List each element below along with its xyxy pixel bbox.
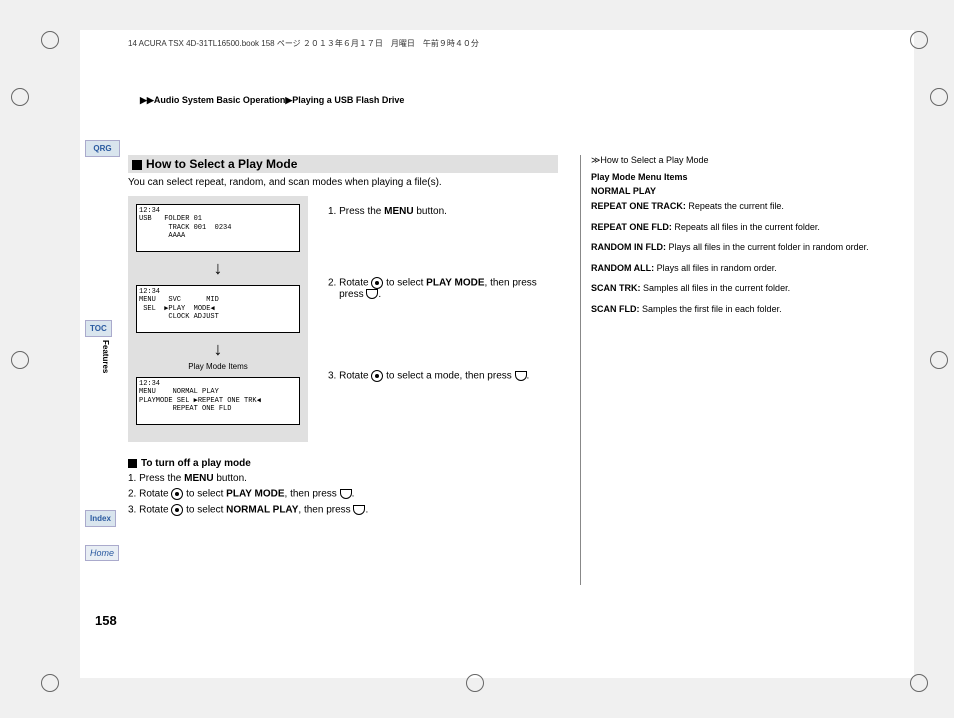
crop-mark-mr [924, 345, 954, 375]
right-ref: ≫How to Select a Play Mode [591, 155, 880, 166]
section-title: How to Select a Play Mode [128, 155, 558, 173]
rotate-dial-icon [171, 488, 183, 500]
step3-pre: 3. Rotate [328, 371, 371, 382]
t1-post: button. [214, 473, 247, 484]
right-item-label: REPEAT ONE FLD: [591, 222, 672, 232]
turnoff-step-3: 3. Rotate to select NORMAL PLAY, then pr… [128, 504, 558, 516]
turnoff-title: To turn off a play mode [128, 458, 558, 469]
right-item-text: Samples the first file in each folder. [640, 304, 782, 314]
t2-pre: 2. Rotate [128, 489, 171, 500]
lcd-screen-1: 12:34 USB FOLDER 01 TRACK 001 0234 AAAA [136, 204, 300, 252]
t3-end: . [365, 505, 368, 516]
crop-mark-tr2 [924, 82, 954, 112]
right-item: RANDOM ALL: Plays all files in random or… [591, 262, 880, 275]
crop-mark-tl [35, 25, 65, 55]
right-item-text: Plays all files in the current folder in… [666, 242, 869, 252]
step3-post: to select a mode, then press [383, 371, 514, 382]
t1-b: MENU [184, 473, 213, 484]
right-item-text: Plays all files in random order. [654, 263, 777, 273]
step1-bold: MENU [384, 206, 413, 217]
t2-mid: to select [183, 489, 226, 500]
main-section: How to Select a Play Mode You can select… [128, 155, 558, 516]
crop-mark-br [904, 668, 934, 698]
right-item-label: REPEAT ONE TRACK: [591, 201, 686, 211]
right-column: ≫How to Select a Play Mode Play Mode Men… [580, 155, 880, 585]
t2-end: . [352, 489, 355, 500]
push-icon [515, 371, 527, 381]
right-item: REPEAT ONE FLD: Repeats all files in the… [591, 221, 880, 234]
t3-post: , then press [298, 505, 353, 516]
arrow-down-icon: ↓ [132, 337, 304, 362]
section-title-text: How to Select a Play Mode [146, 157, 297, 171]
rotate-dial-icon [371, 370, 383, 382]
crop-mark-bc [460, 668, 490, 698]
rotate-dial-icon [171, 504, 183, 516]
push-icon [353, 505, 365, 515]
step2-pre: 2. Rotate [328, 278, 371, 289]
step-1: 1. Press the MENU button. [328, 206, 558, 217]
rotate-dial-icon [371, 277, 383, 289]
right-item-text: Samples all files in the current folder. [641, 283, 791, 293]
right-item-label: RANDOM IN FLD: [591, 242, 666, 252]
push-icon [366, 289, 378, 299]
t1-pre: 1. Press the [128, 473, 184, 484]
right-item-label: SCAN TRK: [591, 283, 641, 293]
step-3: 3. Rotate to select a mode, then press . [328, 370, 558, 382]
t2-post: , then press [285, 489, 340, 500]
right-item: SCAN FLD: Samples the first file in each… [591, 303, 880, 316]
sidebar-qrg[interactable]: QRG [85, 140, 120, 157]
step2-end: . [378, 289, 381, 300]
right-items-list: REPEAT ONE TRACK: Repeats the current fi… [591, 200, 880, 316]
turnoff-section: To turn off a play mode 1. Press the MEN… [128, 458, 558, 516]
right-normal: NORMAL PLAY [591, 186, 880, 196]
t3-mid: to select [183, 505, 226, 516]
sidebar-toc[interactable]: TOC [85, 320, 112, 337]
turnoff-step-1: 1. Press the MENU button. [128, 473, 558, 484]
right-item: REPEAT ONE TRACK: Repeats the current fi… [591, 200, 880, 213]
step3-end: . [527, 371, 530, 382]
lcd-screen-3: 12:34 MENU NORMAL PLAY PLAYMODE SEL ▶REP… [136, 377, 300, 425]
sidebar-home[interactable]: Home [85, 545, 119, 561]
right-item-text: Repeats the current file. [686, 201, 784, 211]
right-item: RANDOM IN FLD: Plays all files in the cu… [591, 241, 880, 254]
sidebar-index[interactable]: Index [85, 510, 116, 527]
lcd-column: 12:34 USB FOLDER 01 TRACK 001 0234 AAAA … [128, 196, 308, 442]
header-bookline: 14 ACURA TSX 4D-31TL16500.book 158 ページ ２… [128, 38, 479, 49]
step2-post: , then press [485, 278, 537, 289]
section-intro: You can select repeat, random, and scan … [128, 173, 558, 192]
t3-pre: 3. Rotate [128, 505, 171, 516]
step1-pre: 1. Press the [328, 206, 384, 217]
step-2: 2. Rotate to select PLAY MODE, then pres… [328, 277, 558, 300]
step-list: 1. Press the MENU button. 2. Rotate to s… [328, 196, 558, 442]
right-item-text: Repeats all files in the current folder. [672, 222, 820, 232]
turnoff-step-2: 2. Rotate to select PLAY MODE, then pres… [128, 488, 558, 500]
sidebar-features: Features [101, 340, 110, 373]
right-item-label: RANDOM ALL: [591, 263, 654, 273]
right-heading: Play Mode Menu Items [591, 172, 880, 182]
breadcrumb: ▶▶Audio System Basic Operation▶Playing a… [140, 95, 404, 106]
push-icon [340, 489, 352, 499]
right-item: SCAN TRK: Samples all files in the curre… [591, 282, 880, 295]
crop-mark-tr [904, 25, 934, 55]
arrow-down-icon: ↓ [132, 256, 304, 281]
t2-b: PLAY MODE [226, 489, 284, 500]
lcd-screen-2: 12:34 MENU SVC MID SEL ▶PLAY MODE◀ CLOCK… [136, 285, 300, 333]
play-mode-items-label: Play Mode Items [132, 362, 304, 373]
right-item-label: SCAN FLD: [591, 304, 640, 314]
t3-b: NORMAL PLAY [226, 505, 298, 516]
crop-mark-tl2 [5, 82, 35, 112]
page-number: 158 [95, 613, 117, 628]
step2-mid: to select [383, 278, 426, 289]
crop-mark-ml [5, 345, 35, 375]
step2-bold: PLAY MODE [426, 278, 484, 289]
turnoff-title-text: To turn off a play mode [141, 458, 251, 469]
step1-post: button. [414, 206, 447, 217]
crop-mark-bl [35, 668, 65, 698]
sidebar: QRG TOC Features Index Home [85, 140, 120, 337]
